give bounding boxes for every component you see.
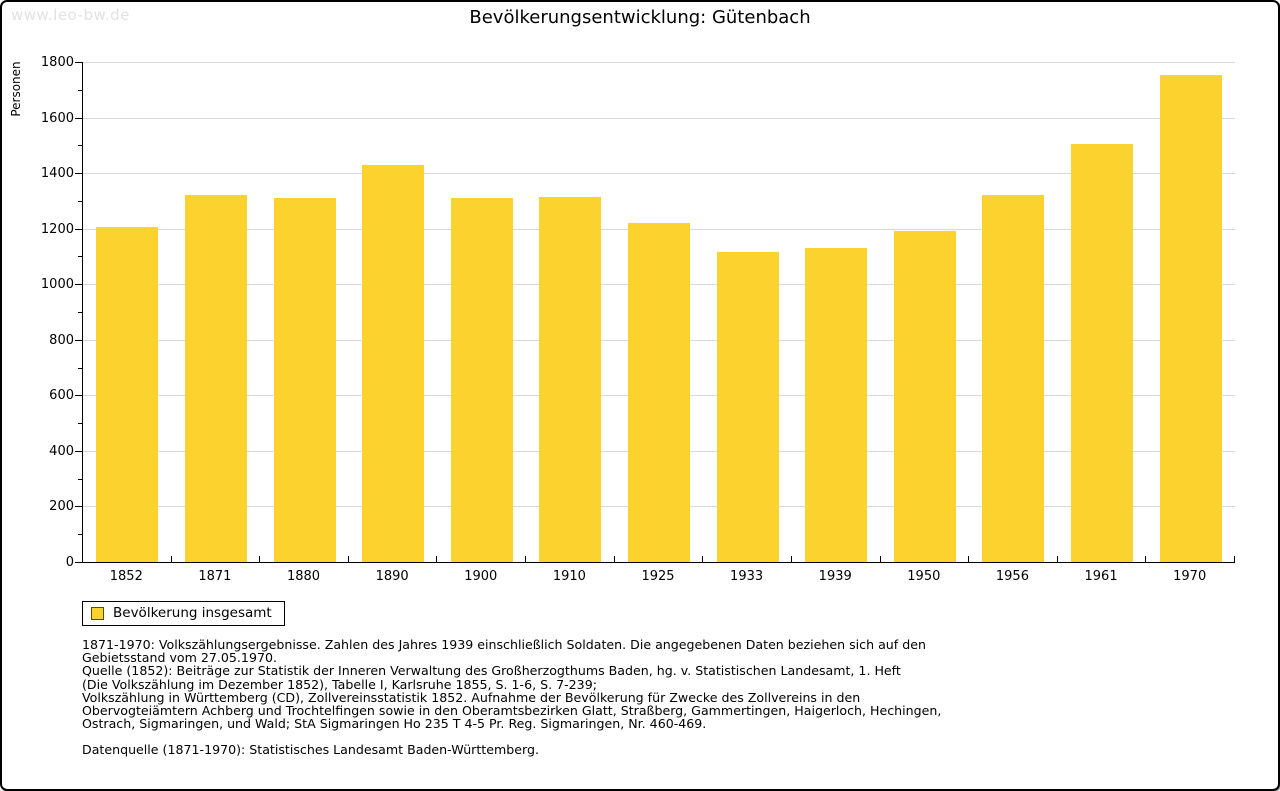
x-tick bbox=[790, 556, 792, 562]
chart-title: Bevölkerungsentwicklung: Gütenbach bbox=[469, 7, 811, 28]
note-line: Ostrach, Sigmaringen, und Wald; StA Sigm… bbox=[82, 716, 707, 732]
legend: Bevölkerung insgesamt bbox=[82, 601, 285, 626]
y-minor-tick bbox=[78, 200, 82, 202]
note-line: Obervogteiämtern Achberg und Trochtelfin… bbox=[82, 703, 942, 719]
x-tick-label: 1871 bbox=[198, 569, 232, 584]
y-major-tick bbox=[75, 173, 82, 175]
x-tick bbox=[613, 556, 615, 562]
x-tick bbox=[1145, 556, 1147, 562]
bar-1871 bbox=[184, 195, 247, 562]
x-tick-label: 1950 bbox=[907, 569, 941, 584]
y-tick-label: 1000 bbox=[40, 277, 74, 293]
legend-swatch bbox=[91, 606, 104, 620]
note-line: Volkszählung in Württemberg (CD), Zollve… bbox=[82, 689, 861, 705]
x-tick bbox=[968, 556, 970, 562]
y-tick-label: 1600 bbox=[40, 110, 74, 126]
bar-1950 bbox=[893, 231, 956, 562]
x-tick-label: 1852 bbox=[109, 569, 143, 584]
x-tick-label: 1880 bbox=[286, 569, 321, 584]
watermark: www.leo-bw.de bbox=[11, 6, 130, 24]
x-tick bbox=[436, 556, 438, 562]
source-notes: 1871-1970: Volkszählungsergebnisse. Zahl… bbox=[82, 637, 1222, 732]
y-major-tick bbox=[75, 339, 82, 341]
x-tick bbox=[259, 556, 261, 562]
x-tick bbox=[170, 556, 172, 562]
bar-1933 bbox=[716, 252, 779, 562]
y-tick-label: 400 bbox=[49, 443, 74, 459]
x-tick bbox=[1234, 556, 1235, 562]
y-minor-tick bbox=[78, 312, 82, 313]
y-minor-tick bbox=[78, 367, 82, 369]
y-minor-tick bbox=[78, 423, 82, 425]
note-line: 1871-1970: Volkszählungsergebnisse. Zahl… bbox=[82, 637, 926, 652]
x-tick bbox=[347, 556, 349, 562]
bar-1880 bbox=[273, 198, 336, 562]
x-tick bbox=[525, 556, 527, 562]
note-line: Gebietsstand vom 27.05.1970. bbox=[82, 650, 277, 666]
bar-1939 bbox=[805, 248, 868, 562]
bar-1890 bbox=[362, 164, 425, 562]
bar-1970 bbox=[1159, 74, 1222, 562]
y-major-tick bbox=[75, 284, 82, 286]
bar-1961 bbox=[1071, 143, 1134, 562]
y-tick-label: 1400 bbox=[40, 166, 74, 182]
y-major-tick bbox=[75, 562, 82, 563]
x-tick-label: 1956 bbox=[995, 569, 1029, 584]
y-major-tick bbox=[75, 228, 82, 230]
y-major-tick bbox=[75, 117, 82, 119]
y-tick-label: 600 bbox=[49, 388, 74, 404]
y-minor-tick bbox=[78, 478, 82, 480]
bar-1956 bbox=[982, 195, 1045, 562]
y-major-tick bbox=[75, 62, 82, 63]
bar-1900 bbox=[450, 198, 513, 562]
x-tick-label: 1961 bbox=[1084, 569, 1118, 584]
x-tick bbox=[1056, 556, 1058, 562]
y-minor-tick bbox=[78, 256, 82, 258]
x-tick-label: 1925 bbox=[641, 569, 675, 584]
x-tick-label: 1939 bbox=[818, 569, 852, 584]
y-minor-tick bbox=[78, 145, 82, 147]
datasource-note: Datenquelle (1871-1970): Statistisches L… bbox=[82, 742, 539, 757]
plot-area bbox=[82, 62, 1235, 563]
x-tick-label: 1970 bbox=[1173, 569, 1207, 584]
y-major-tick bbox=[75, 506, 82, 508]
y-major-tick bbox=[75, 395, 82, 397]
y-tick-label: 1800 bbox=[40, 55, 74, 70]
legend-label: Bevölkerung insgesamt bbox=[113, 605, 272, 621]
x-tick-label: 1890 bbox=[375, 569, 409, 584]
bar-1910 bbox=[539, 196, 602, 562]
y-minor-tick bbox=[78, 534, 82, 536]
gridline bbox=[83, 117, 1235, 119]
gridline bbox=[83, 173, 1235, 175]
gridline bbox=[83, 62, 1235, 63]
y-tick-label: 1200 bbox=[40, 221, 74, 237]
note-line: Quelle (1852): Beiträge zur Statistik de… bbox=[82, 663, 901, 679]
note-line: (Die Volkszählung im Dezember 1852), Tab… bbox=[82, 676, 597, 692]
y-tick-label: 800 bbox=[49, 332, 74, 348]
y-tick-label: 0 bbox=[65, 555, 74, 570]
x-tick-label: 1900 bbox=[464, 569, 498, 584]
x-tick-label: 1910 bbox=[552, 569, 586, 584]
y-minor-tick bbox=[78, 89, 82, 91]
x-tick bbox=[702, 556, 704, 562]
y-major-tick bbox=[75, 450, 82, 452]
bar-1925 bbox=[628, 223, 690, 562]
x-tick-label: 1933 bbox=[730, 569, 764, 584]
y-axis-title: Personen bbox=[9, 61, 23, 117]
x-tick bbox=[879, 556, 881, 562]
y-tick-label: 200 bbox=[49, 499, 74, 515]
bar-1852 bbox=[96, 227, 159, 562]
